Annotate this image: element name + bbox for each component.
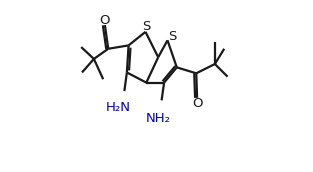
Text: NH₂: NH₂ bbox=[146, 112, 171, 125]
Text: H₂N: H₂N bbox=[106, 101, 131, 115]
Text: O: O bbox=[193, 97, 203, 110]
Text: S: S bbox=[142, 20, 151, 33]
Text: S: S bbox=[168, 30, 177, 43]
Text: O: O bbox=[99, 14, 109, 26]
